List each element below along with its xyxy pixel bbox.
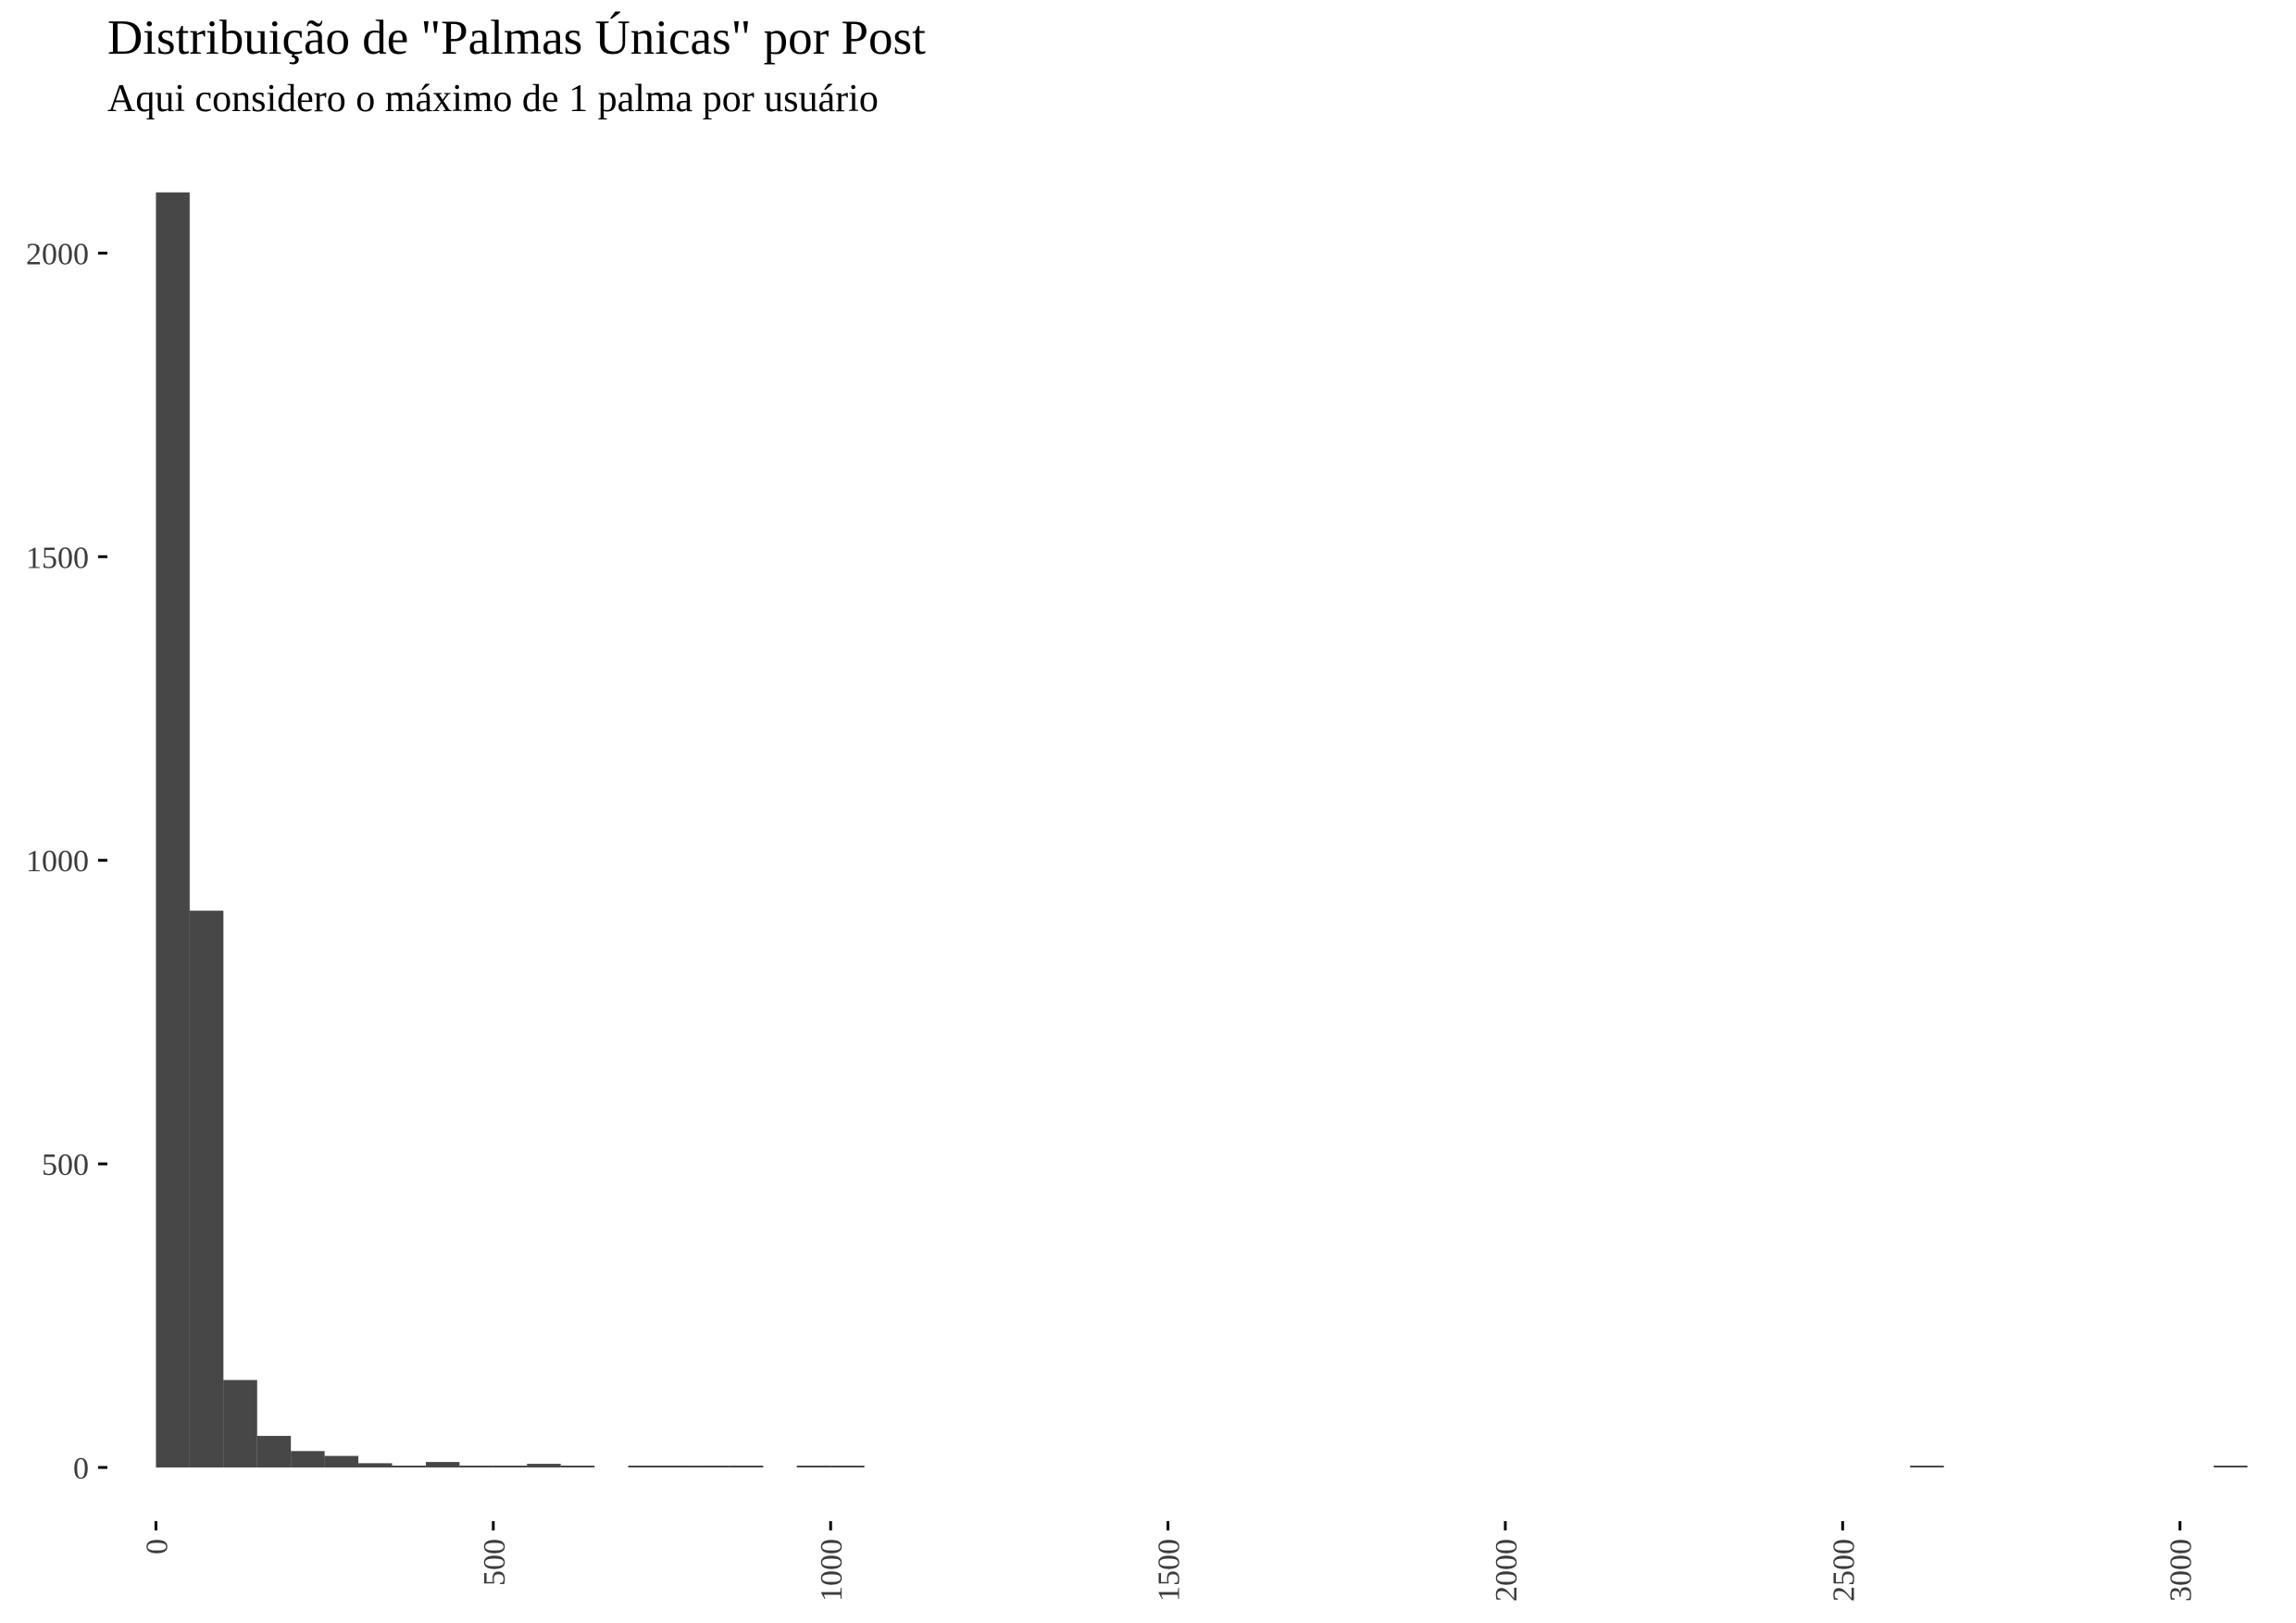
histogram-bar [830, 1466, 865, 1467]
x-axis-tick-label: 500 [478, 1539, 512, 1586]
x-axis-tick-label: 1500 [1153, 1539, 1187, 1602]
histogram-bar [2214, 1466, 2248, 1467]
histogram-bar [796, 1466, 831, 1467]
histogram-bar [223, 1380, 257, 1467]
x-axis-tick-label: 3000 [2165, 1539, 2199, 1602]
histogram-bar [628, 1466, 662, 1467]
x-axis-tick-label: 2500 [1827, 1539, 1861, 1602]
histogram-bar [493, 1466, 528, 1467]
chart-title: Distribuição de "Palmas Únicas" por Post [107, 11, 926, 65]
y-axis-tick-label: 2000 [26, 237, 89, 271]
histogram-bar [189, 910, 224, 1467]
y-axis: 0 500 1000 1500 2000 [26, 237, 107, 1486]
histogram-bar [425, 1462, 460, 1467]
x-axis: 0 500 1000 1500 2000 2500 3000 [140, 1521, 2199, 1602]
y-axis-tick-label: 1500 [26, 541, 89, 575]
x-axis-tick-label: 0 [140, 1539, 174, 1554]
histogram-bar [324, 1455, 359, 1467]
chart-subtitle: Aqui considero o máximo de 1 palma por u… [107, 78, 879, 120]
histogram-bar [1910, 1466, 1944, 1467]
histogram-bar [662, 1466, 696, 1467]
histogram-bar [459, 1466, 493, 1467]
histogram-bar [291, 1451, 325, 1467]
x-axis-tick-label: 2000 [1490, 1539, 1524, 1602]
bars-group [156, 192, 2248, 1467]
x-axis-tick-label: 1000 [815, 1539, 849, 1602]
histogram-bar [156, 192, 190, 1467]
y-axis-tick-label: 0 [73, 1452, 89, 1486]
histogram-bar [392, 1466, 426, 1467]
histogram-bar [527, 1464, 561, 1467]
y-axis-tick-label: 1000 [26, 844, 89, 879]
y-axis-tick-label: 500 [42, 1148, 89, 1182]
histogram-bar [695, 1466, 730, 1467]
histogram-bar [358, 1463, 393, 1467]
histogram-bar [256, 1435, 292, 1467]
histogram-bar [560, 1466, 595, 1467]
histogram-bar [729, 1466, 764, 1467]
